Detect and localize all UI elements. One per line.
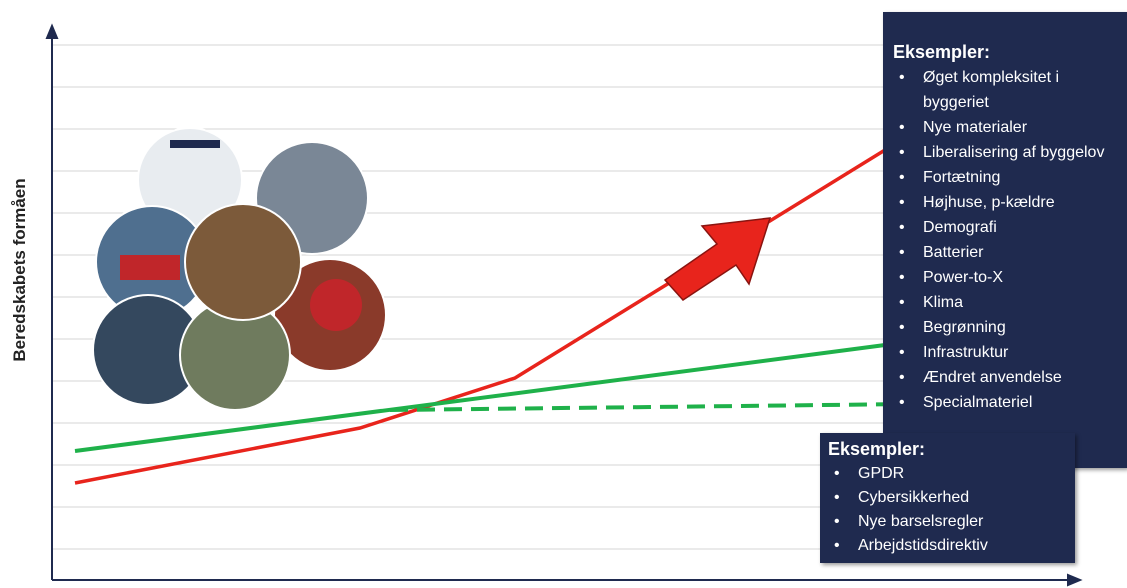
box-title: Eksempler: bbox=[828, 439, 926, 459]
box-title: Eksempler: bbox=[893, 42, 991, 62]
example-item: Infrastruktur bbox=[899, 340, 1117, 365]
examples-box: Eksempler: GPDRCybersikkerhedNye barselsr… bbox=[820, 433, 1075, 563]
example-list: Øget kompleksitet i byggerietNye materia… bbox=[893, 65, 1117, 415]
red-arrow bbox=[663, 217, 772, 301]
example-item: Klima bbox=[899, 290, 1117, 315]
example-list: GPDRCybersikkerhedNye barselsreglerArbej… bbox=[828, 462, 1067, 558]
green-line bbox=[74, 343, 886, 453]
examples-box: Eksempler: Øget kompleksitet i byggerietN… bbox=[883, 12, 1127, 468]
photo-collage bbox=[92, 127, 387, 411]
green-dashed-line bbox=[389, 401, 1001, 412]
example-item: Demografi bbox=[899, 215, 1117, 240]
example-item: GPDR bbox=[834, 462, 1067, 486]
example-item: Øget kompleksitet i byggeriet bbox=[899, 65, 1117, 115]
example-item: Arbejdstidsdirektiv bbox=[834, 534, 1067, 558]
example-item: Batterier bbox=[899, 240, 1117, 265]
axes bbox=[45, 23, 1083, 587]
example-item: Begrønning bbox=[899, 315, 1117, 340]
example-item: Nye materialer bbox=[899, 115, 1117, 140]
example-item: Cybersikkerhed bbox=[834, 486, 1067, 510]
example-item: Liberalisering af byggelov bbox=[899, 140, 1117, 165]
example-item: Fortætning bbox=[899, 165, 1117, 190]
example-item: Højhuse, p-kældre bbox=[899, 190, 1117, 215]
y-axis-label: Beredskabets formåen bbox=[10, 178, 29, 362]
example-item: Specialmateriel bbox=[899, 390, 1117, 415]
example-item: Nye barselsregler bbox=[834, 510, 1067, 534]
example-item: Power-to-X bbox=[899, 265, 1117, 290]
example-item: Ændret anvendelse bbox=[899, 365, 1117, 390]
